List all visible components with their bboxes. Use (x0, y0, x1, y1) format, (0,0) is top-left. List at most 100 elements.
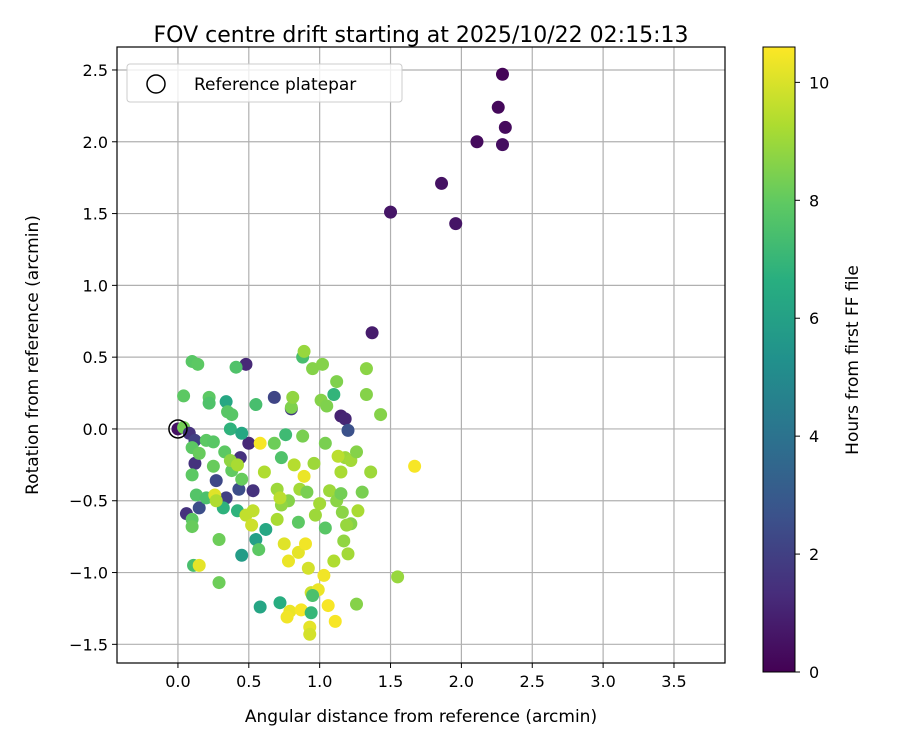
x-tick-label: 2.0 (449, 672, 474, 691)
data-point (359, 362, 373, 376)
y-tick-label: −1.5 (69, 635, 108, 654)
data-point (335, 505, 349, 519)
data-point (270, 512, 284, 526)
data-point (192, 446, 206, 460)
data-point (291, 545, 305, 559)
data-point (253, 436, 267, 450)
data-point (338, 412, 352, 426)
data-point (219, 395, 233, 409)
x-tick-label: 0.5 (236, 672, 261, 691)
data-point (359, 387, 373, 401)
data-point (384, 205, 398, 219)
data-point (495, 138, 509, 152)
data-point (297, 469, 311, 483)
data-point (297, 344, 311, 358)
data-point (206, 459, 220, 473)
data-point (303, 627, 317, 641)
data-point (273, 491, 287, 505)
data-point (177, 389, 191, 403)
data-point (317, 568, 331, 582)
data-point (223, 422, 237, 436)
x-axis-label: Angular distance from reference (arcmin) (245, 707, 597, 727)
data-point (307, 456, 321, 470)
data-point (341, 547, 355, 561)
data-point (318, 436, 332, 450)
data-point (206, 435, 220, 449)
data-point (291, 515, 305, 529)
data-point (252, 543, 266, 557)
data-point (277, 537, 291, 551)
data-point (495, 67, 509, 81)
data-point (350, 445, 364, 459)
data-point (188, 456, 202, 470)
data-point (391, 570, 405, 584)
x-tick-label: 3.0 (590, 672, 615, 691)
data-point (365, 326, 379, 340)
data-point (337, 534, 351, 548)
data-point (327, 554, 341, 568)
y-tick-label: 1.0 (83, 276, 108, 295)
data-point (253, 600, 267, 614)
reference-platepar-marker (168, 419, 188, 439)
data-point (355, 485, 369, 499)
data-point (330, 375, 344, 389)
y-tick-label: 0.5 (83, 348, 108, 367)
x-tick-label: 3.5 (661, 672, 686, 691)
data-point (235, 472, 249, 486)
chart-title: FOV centre drift starting at 2025/10/22 … (154, 23, 689, 48)
data-point (408, 459, 422, 473)
data-point (286, 390, 300, 404)
data-point (334, 465, 348, 479)
colorbar-gradient (762, 46, 796, 673)
data-point (219, 491, 233, 505)
data-point (306, 362, 320, 376)
data-point (257, 465, 271, 479)
data-point (267, 390, 281, 404)
data-point (296, 429, 310, 443)
colorbar-tick-label: 0 (809, 663, 819, 682)
data-point (374, 408, 388, 422)
data-point (202, 396, 216, 410)
data-point (287, 458, 301, 472)
data-point (191, 357, 205, 371)
data-point (192, 501, 206, 515)
data-point (246, 504, 260, 518)
data-point (229, 360, 243, 374)
x-tick-label: 1.5 (378, 672, 403, 691)
data-point (498, 120, 512, 134)
legend-marker (146, 74, 166, 94)
data-point (306, 589, 320, 603)
grid (117, 47, 725, 663)
y-tick-label: 0.0 (83, 420, 108, 439)
data-point (491, 100, 505, 114)
colorbar: 0 2 4 6 8 10 Hours from first FF file (762, 46, 863, 682)
y-tick-label: 2.5 (83, 61, 108, 80)
data-point (308, 508, 322, 522)
data-point (239, 357, 253, 371)
colorbar-tick-label: 8 (809, 191, 819, 210)
data-point (284, 400, 298, 414)
x-tick-label: 1.0 (307, 672, 332, 691)
data-point (331, 449, 345, 463)
y-axis-label: Rotation from reference (arcmin) (23, 215, 43, 495)
legend-entry-reference-platepar: Reference platepar (194, 75, 356, 95)
data-point (225, 408, 239, 422)
data-point (340, 518, 354, 532)
reference-layer (168, 419, 188, 439)
data-point (242, 436, 256, 450)
data-point (209, 494, 223, 508)
data-point (470, 135, 484, 149)
colorbar-tick-label: 6 (809, 309, 819, 328)
data-point (351, 504, 365, 518)
data-point (294, 603, 308, 617)
data-point (320, 399, 334, 413)
data-point (249, 398, 263, 412)
data-point (230, 458, 244, 472)
data-point (235, 548, 249, 562)
data-point (435, 176, 449, 190)
data-points (171, 67, 512, 641)
x-tick-label: 0.0 (165, 672, 190, 691)
data-point (267, 436, 281, 450)
legend-box (126, 63, 403, 103)
